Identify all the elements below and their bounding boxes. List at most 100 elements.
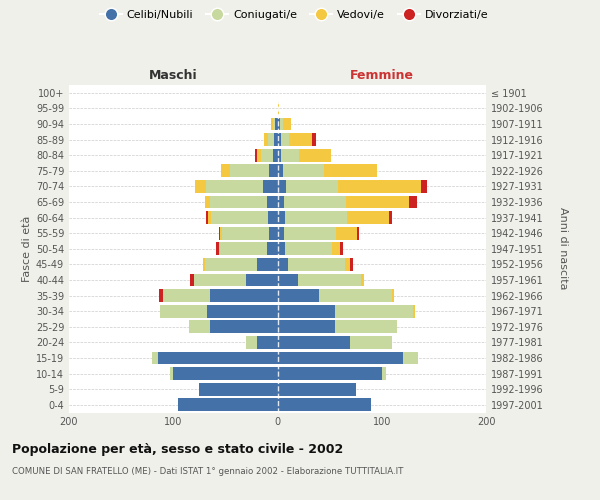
Bar	[205, 196, 210, 208]
Bar	[277, 227, 284, 239]
Text: Popolazione per età, sesso e stato civile - 2002: Popolazione per età, sesso e stato civil…	[12, 442, 343, 456]
Bar	[285, 211, 347, 224]
Bar	[280, 118, 283, 130]
Bar	[277, 274, 298, 286]
Bar	[268, 211, 277, 224]
Bar	[421, 180, 427, 193]
Bar	[389, 211, 392, 224]
Bar	[283, 164, 325, 177]
Bar	[206, 180, 263, 193]
Bar	[205, 258, 257, 270]
Bar	[269, 164, 277, 177]
Bar	[267, 196, 277, 208]
Bar	[277, 118, 280, 130]
Bar	[288, 258, 345, 270]
Bar	[298, 274, 361, 286]
Bar	[219, 227, 220, 239]
Bar	[346, 196, 409, 208]
Bar	[269, 227, 277, 239]
Bar	[361, 274, 364, 286]
Bar	[220, 242, 267, 255]
Bar	[190, 274, 194, 286]
Bar	[267, 242, 277, 255]
Bar	[163, 289, 210, 302]
Bar	[277, 352, 403, 364]
Bar	[285, 242, 332, 255]
Bar	[230, 164, 269, 177]
Bar	[299, 149, 331, 162]
Bar	[350, 258, 353, 270]
Bar	[277, 258, 288, 270]
Bar	[222, 227, 269, 239]
Bar	[203, 258, 205, 270]
Y-axis label: Anni di nascita: Anni di nascita	[557, 208, 568, 290]
Text: Femmine: Femmine	[350, 70, 414, 82]
Bar	[277, 196, 284, 208]
Bar	[325, 164, 377, 177]
Bar	[277, 102, 278, 115]
Bar	[211, 211, 268, 224]
Bar	[274, 133, 277, 146]
Bar	[284, 196, 346, 208]
Bar	[281, 133, 289, 146]
Bar	[194, 274, 246, 286]
Bar	[178, 398, 277, 411]
Bar	[277, 149, 281, 162]
Bar	[210, 196, 267, 208]
Bar	[173, 367, 277, 380]
Bar	[277, 320, 335, 333]
Bar	[277, 242, 285, 255]
Bar	[277, 336, 350, 348]
Bar	[277, 304, 335, 318]
Bar	[277, 133, 281, 146]
Bar	[189, 320, 210, 333]
Bar	[206, 211, 208, 224]
Bar	[277, 164, 283, 177]
Bar	[246, 336, 257, 348]
Bar	[210, 289, 277, 302]
Bar	[277, 382, 356, 396]
Bar	[246, 274, 277, 286]
Bar	[277, 398, 371, 411]
Bar	[312, 133, 316, 146]
Bar	[268, 133, 274, 146]
Bar	[199, 382, 277, 396]
Bar	[152, 352, 158, 364]
Bar	[332, 242, 340, 255]
Bar	[281, 149, 299, 162]
Bar	[275, 118, 277, 130]
Bar	[336, 227, 357, 239]
Bar	[338, 180, 421, 193]
Bar	[382, 367, 386, 380]
Legend: Celibi/Nubili, Coniugati/e, Vedovi/e, Divorziati/e: Celibi/Nubili, Coniugati/e, Vedovi/e, Di…	[95, 6, 493, 25]
Bar	[208, 211, 211, 224]
Bar	[195, 180, 206, 193]
Bar	[335, 304, 413, 318]
Bar	[216, 242, 219, 255]
Bar	[335, 320, 397, 333]
Bar	[206, 304, 277, 318]
Bar	[158, 352, 277, 364]
Bar	[403, 352, 418, 364]
Bar	[277, 289, 319, 302]
Bar	[264, 133, 268, 146]
Bar	[263, 180, 277, 193]
Text: COMUNE DI SAN FRATELLO (ME) - Dati ISTAT 1° gennaio 2002 - Elaborazione TUTTITAL: COMUNE DI SAN FRATELLO (ME) - Dati ISTAT…	[12, 468, 403, 476]
Bar	[347, 211, 389, 224]
Bar	[277, 180, 286, 193]
Bar	[357, 227, 359, 239]
Y-axis label: Fasce di età: Fasce di età	[22, 216, 32, 282]
Bar	[284, 227, 336, 239]
Bar	[413, 304, 415, 318]
Bar	[210, 320, 277, 333]
Bar	[289, 133, 312, 146]
Bar	[274, 149, 277, 162]
Bar	[221, 164, 230, 177]
Bar	[257, 149, 261, 162]
Bar	[257, 258, 277, 270]
Bar	[277, 367, 382, 380]
Bar	[220, 227, 222, 239]
Bar	[286, 180, 338, 193]
Bar	[392, 289, 394, 302]
Bar	[283, 118, 291, 130]
